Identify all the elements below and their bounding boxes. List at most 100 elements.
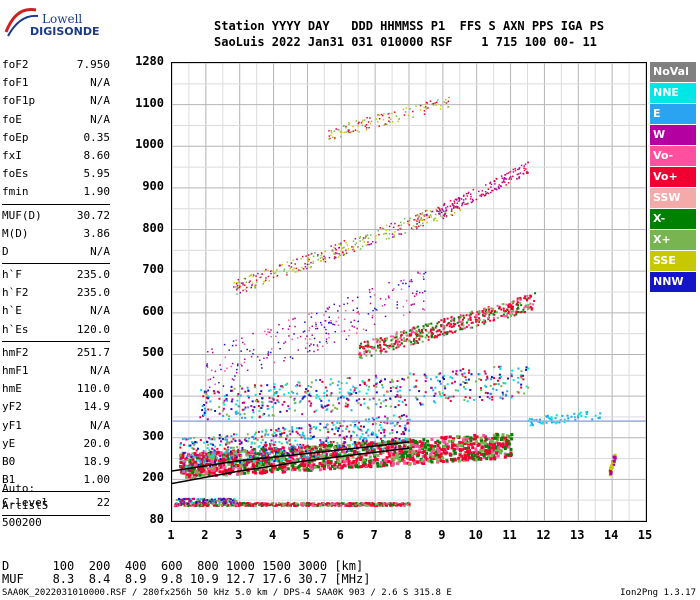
- echo-dot: [199, 416, 202, 419]
- x-tick-label: 8: [404, 528, 412, 542]
- echo-dot: [229, 498, 232, 501]
- legend-item: SSW: [650, 188, 696, 208]
- echo-dot: [467, 441, 471, 445]
- echo-dot: [349, 439, 352, 442]
- echo-dot: [359, 236, 362, 238]
- echo-dot: [334, 137, 336, 139]
- echo-dot: [238, 286, 241, 289]
- echo-dot: [294, 325, 296, 328]
- echo-dot: [416, 333, 419, 336]
- echo-dot: [351, 461, 355, 465]
- echo-dot: [492, 387, 495, 390]
- echo-dot: [340, 242, 342, 244]
- echo-dot: [261, 367, 263, 369]
- echo-dot: [183, 498, 186, 501]
- echo-dot: [306, 263, 309, 266]
- echo-dot: [259, 461, 262, 464]
- echo-dot: [326, 408, 329, 411]
- echo-dot: [522, 378, 525, 381]
- echo-dot: [250, 455, 253, 458]
- echo-dot: [388, 447, 392, 451]
- echo-dot: [437, 321, 440, 324]
- echo-dot: [315, 464, 319, 468]
- echo-dot: [328, 130, 330, 132]
- echo-dot: [341, 395, 344, 398]
- echo-dot: [369, 291, 371, 294]
- echo-dot: [330, 319, 332, 322]
- echo-dot: [278, 388, 281, 391]
- echo-dot: [345, 450, 348, 453]
- echo-dot: [284, 468, 288, 472]
- echo-dot: [236, 450, 240, 454]
- echo-dot: [478, 319, 481, 322]
- echo-dot: [305, 445, 309, 449]
- echo-dot: [353, 248, 355, 251]
- echo-dot: [243, 358, 246, 361]
- echo-dot: [206, 363, 209, 365]
- echo-dot: [411, 327, 414, 330]
- echo-dot: [384, 344, 387, 347]
- echo-dot: [372, 448, 376, 452]
- echo-dot: [261, 397, 264, 400]
- echo-dot: [400, 433, 403, 436]
- echo-dot: [211, 451, 215, 455]
- echo-dot: [253, 442, 256, 445]
- echo-dot: [319, 439, 322, 442]
- echo-dot: [413, 331, 416, 334]
- echo-dot: [188, 473, 192, 477]
- echo-dot: [484, 312, 487, 315]
- echo-dot: [396, 342, 399, 345]
- echo-dot: [339, 452, 342, 455]
- echo-dot: [212, 390, 215, 393]
- echo-dot: [294, 439, 297, 442]
- ionogram-plot[interactable]: [171, 62, 647, 522]
- echo-dot: [472, 437, 476, 441]
- echo-dot: [404, 502, 407, 505]
- echo-dot: [240, 454, 243, 457]
- echo-dot: [300, 502, 303, 505]
- y-tick-label: 1280: [135, 54, 164, 68]
- echo-dot: [313, 410, 316, 413]
- echo-dot: [444, 211, 446, 213]
- echo-dot: [422, 308, 424, 310]
- echo-dot: [185, 457, 188, 460]
- echo-dot: [282, 426, 285, 429]
- echo-dot: [312, 255, 315, 258]
- echo-dot: [209, 500, 212, 503]
- echo-dot: [337, 380, 340, 383]
- echo-dot: [421, 451, 425, 455]
- echo-dot: [326, 389, 329, 392]
- echo-dot: [257, 460, 261, 464]
- echo-dot: [396, 505, 399, 508]
- echo-dot: [385, 463, 389, 467]
- echo-dot: [276, 453, 279, 456]
- echo-dot: [403, 444, 407, 448]
- echo-dot: [423, 395, 426, 398]
- echo-dot: [308, 327, 311, 329]
- echo-dot: [527, 386, 530, 389]
- echo-dot: [218, 459, 222, 463]
- echo-dot: [231, 398, 234, 401]
- echo-dot: [344, 126, 347, 129]
- echo-dot: [389, 118, 392, 121]
- echo-dot: [450, 210, 453, 213]
- echo-dot: [257, 502, 260, 505]
- echo-dot: [435, 330, 438, 333]
- echo-dot: [462, 324, 465, 327]
- echo-dot: [238, 501, 241, 504]
- echo-dot: [283, 431, 286, 434]
- echo-dot: [306, 259, 309, 261]
- echo-dot: [233, 433, 236, 436]
- echo-dot: [496, 433, 500, 437]
- echo-dot: [378, 381, 381, 384]
- echo-dot: [322, 504, 325, 507]
- y-tick-label: 800: [142, 220, 164, 235]
- echo-dot: [509, 171, 511, 173]
- echo-dot: [252, 459, 255, 462]
- echo-dot: [279, 458, 282, 461]
- echo-dot: [446, 331, 449, 334]
- echo-dot: [222, 498, 225, 501]
- echo-dot: [365, 440, 368, 443]
- echo-dot: [330, 464, 334, 468]
- echo-dot: [388, 233, 391, 235]
